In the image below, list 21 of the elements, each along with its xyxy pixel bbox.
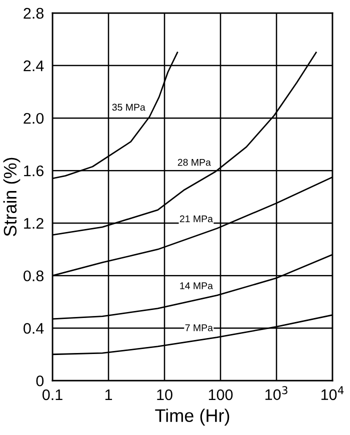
series-label: 28 MPa [178, 158, 211, 166]
y-tick-label: 0 [36, 375, 44, 386]
series-label: 35 MPa [112, 104, 146, 111]
y-tick-label: 1.2 [24, 218, 44, 229]
series-label: 7 MPa [185, 324, 213, 332]
x-tick-label: 10$^{3}$ [265, 386, 288, 400]
y-tick-label: 2.0 [24, 112, 44, 124]
y-tick-label: 2.8 [24, 8, 44, 19]
x-tick-label: 10 [157, 389, 172, 400]
x-tick-label: 10$^{4}$ [321, 386, 344, 400]
y-tick-label: 1.6 [24, 165, 44, 176]
y-tick-label: 2.4 [24, 60, 44, 72]
y-axis-title: Strain (%) [3, 158, 20, 236]
x-axis-title: Time (Hr) [155, 408, 230, 426]
y-tick-label: 0.4 [24, 322, 44, 334]
x-tick-label: 1 [105, 390, 112, 400]
series-label: 21 MPa [180, 215, 213, 222]
y-tick-label: 0.8 [24, 270, 44, 282]
x-tick-label: 0.1 [42, 389, 62, 400]
x-tick-label: 100 [208, 389, 233, 400]
series-label: 14 MPa [180, 282, 213, 290]
